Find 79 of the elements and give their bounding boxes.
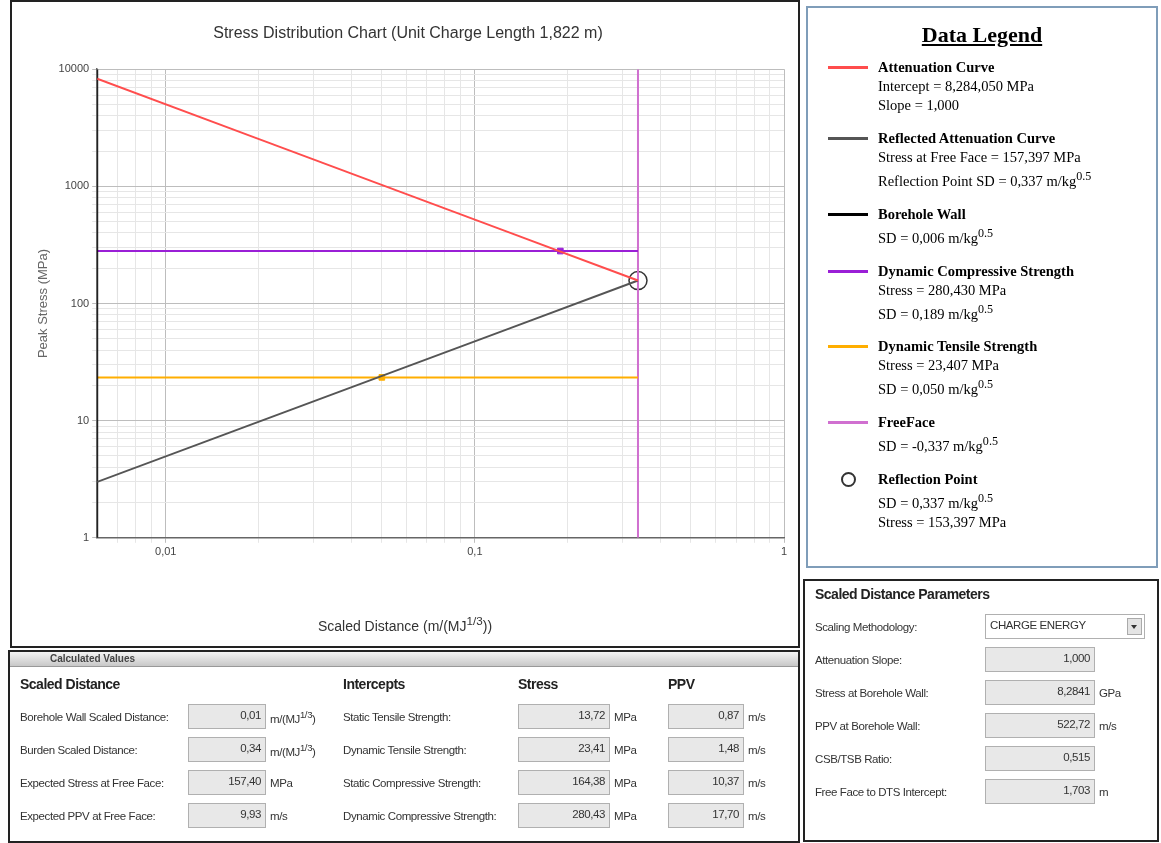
text: 8,2841: [985, 680, 1095, 705]
text: Borehole Wall Scaled Distance:: [20, 710, 170, 723]
text: m/s: [269, 809, 289, 822]
text: 522,72: [985, 713, 1095, 738]
text: Dynamic Compressive Strength:: [343, 809, 498, 822]
text: PPV: [668, 676, 696, 694]
text: GPa: [1098, 686, 1122, 699]
y-tick-label: 100: [70, 296, 90, 309]
text: 17,70: [668, 803, 744, 828]
text: Free Face to DTS Intercept:: [815, 785, 948, 798]
x-tick-label: 0,01: [155, 545, 177, 558]
legend-label: Attenuation Curve: [878, 58, 995, 77]
legend-label: Dynamic Tensile Strength: [878, 337, 1038, 357]
text: Dynamic Tensile Strength:: [343, 743, 468, 756]
text: Attenuation Slope:: [815, 653, 903, 666]
text: SD = 0,006 m/kg$^{0.5}$: [878, 224, 995, 248]
text: Intercepts: [343, 676, 406, 694]
text: MPa: [613, 710, 638, 723]
text: Burden Scaled Distance:: [20, 743, 139, 756]
y-tick-label: 1000: [64, 179, 90, 192]
text: Calculated Values: [10, 652, 798, 667]
text: Expected Stress at Free Face:: [20, 776, 165, 789]
text: Intercept = 8,284,050 MPa Slope = 1,000: [878, 77, 1035, 115]
text: Expected PPV at Free Face:: [20, 809, 157, 822]
text: 164,38: [518, 770, 610, 795]
text: 0,87: [668, 704, 744, 729]
legend-label: Reflection Point: [878, 470, 978, 490]
legend-label: Borehole Wall: [878, 204, 966, 224]
text: MPa: [613, 809, 638, 822]
text: PPV at Borehole Wall:: [815, 719, 921, 732]
text: 0,01: [188, 704, 266, 729]
text: MPa: [613, 776, 638, 789]
text: MPa: [613, 743, 638, 756]
text: Scaling Methodology:: [815, 620, 918, 633]
y-tick-label: 1: [83, 530, 90, 543]
text: m/(MJ$^{1/3}$): [269, 741, 317, 758]
text: Stress = 280,430 MPa SD = 0,189 m/kg$^{0.5}$: [878, 280, 1008, 324]
text: Static Tensile Strength:: [343, 710, 452, 723]
text: CHARGE ENERGY: [990, 619, 1086, 631]
text: 10,37: [668, 770, 744, 795]
y-axis-title: Peak Stress (MPa): [35, 248, 51, 359]
text: Static Compressive Strength:: [343, 776, 482, 789]
chart-title: Stress Distribution Chart (Unit Charge Length 1,822 m): [213, 24, 603, 42]
text: m: [1098, 785, 1110, 798]
text: m/s: [1098, 719, 1118, 732]
legend-title: Data Legend: [920, 22, 1044, 48]
text: 1,703: [985, 779, 1095, 804]
text: m/s: [747, 743, 767, 756]
text: 23,41: [518, 737, 610, 762]
text: m/s: [747, 809, 767, 822]
text: Scaled Distance Parameters: [815, 586, 991, 604]
legend-label: Dynamic Compressive Strength: [878, 261, 1075, 281]
text: 280,43: [518, 803, 610, 828]
text: CSB/TSB Ratio:: [815, 752, 893, 765]
text: Scaled Distance: [20, 676, 121, 694]
text: 1,000: [985, 647, 1095, 672]
text: m/s: [747, 710, 767, 723]
text: 0,515: [985, 746, 1095, 771]
legend-label: Reflected Attenuation Curve: [878, 129, 1056, 148]
text: 9,93: [188, 803, 266, 828]
x-axis-title: Scaled Distance (m/(MJ$^{1/3}$)): [316, 614, 494, 634]
x-tick-label: 0,1: [467, 545, 483, 558]
text: Stress at Borehole Wall:: [815, 686, 930, 699]
text: Stress at Free Face = 157,397 MPa Reflection Point SD = 0,337 m/kg$^{0.5}$: [878, 148, 1093, 191]
x-tick-label: 1: [780, 545, 788, 558]
text: 157,40: [188, 770, 266, 795]
text: m/s: [747, 776, 767, 789]
y-tick-label: 10000: [58, 62, 90, 75]
text: Stress: [518, 676, 559, 694]
text: 1,48: [668, 737, 744, 762]
text: MPa: [269, 776, 294, 789]
text: m/(MJ$^{1/3}$): [269, 708, 317, 725]
text: Stress = 23,407 MPa SD = 0,050 m/kg$^{0.5}$: [878, 356, 1000, 400]
legend-label: FreeFace: [878, 413, 935, 433]
text: SD = -0,337 m/kg$^{0.5}$: [878, 433, 999, 457]
text: 13,72: [518, 704, 610, 729]
text: 0,34: [188, 737, 266, 762]
y-tick-label: 10: [76, 413, 90, 426]
text: SD = 0,337 m/kg$^{0.5}$ Stress = 153,397 MPa: [878, 490, 1008, 532]
